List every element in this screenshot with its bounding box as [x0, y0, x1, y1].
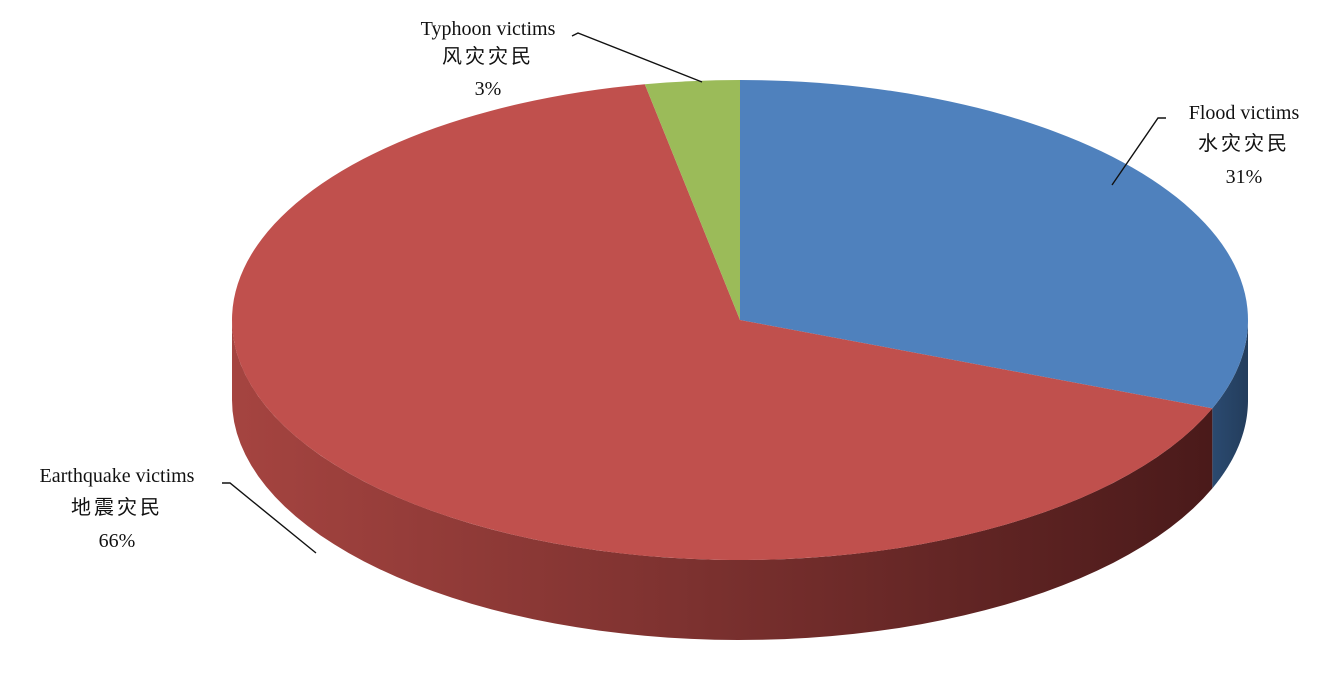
leader-line-flood	[1111, 117, 1166, 186]
typhoon-percent-label: 3%	[475, 78, 502, 100]
pie-slice-typhoon-victims	[644, 80, 740, 320]
flood-cn-label: 水灾灾民	[1198, 132, 1290, 155]
pie-side-flood-victims	[1212, 320, 1248, 489]
typhoon-name-label: Typhoon victims	[421, 18, 556, 40]
earthquake-percent-label: 66%	[99, 530, 136, 552]
typhoon-cn-label: 风灾灾民	[442, 45, 534, 68]
pie-slice-flood-victims	[740, 80, 1249, 409]
earthquake-name-label: Earthquake victims	[40, 465, 195, 487]
pie-top-faces	[232, 80, 1249, 560]
pie-slice-earthquake-victims	[232, 84, 1213, 560]
flood-percent-label: 31%	[1226, 166, 1263, 188]
earthquake-cn-label: 地震灾民	[71, 496, 163, 519]
pie-side-earthquake-victims	[232, 320, 1213, 640]
flood-name-label: Flood victims	[1189, 102, 1300, 124]
pie-side-walls	[232, 320, 1248, 640]
leader-line-earthquake	[222, 482, 317, 554]
leader-line-typhoon	[571, 32, 703, 83]
